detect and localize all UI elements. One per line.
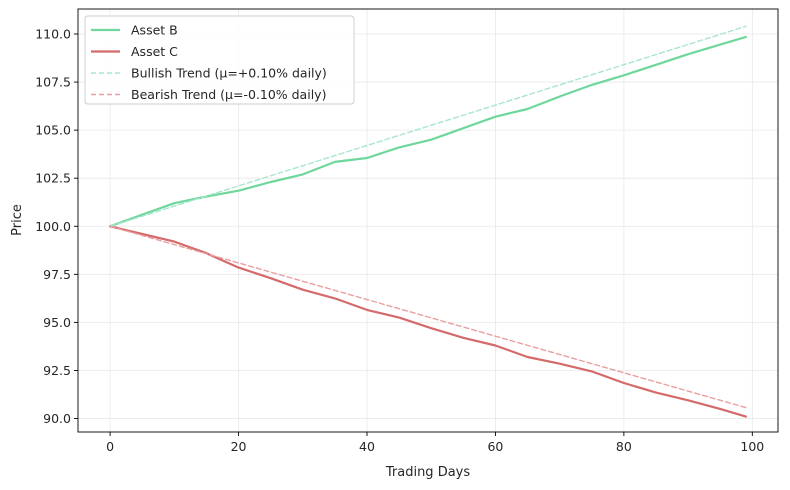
y-tick-label: 95.0: [43, 315, 71, 330]
plot-frame: [77, 8, 779, 433]
legend: Asset B Asset C Bullish Trend (μ=+0.10% da…: [84, 15, 355, 105]
y-tick-label: 97.5: [43, 267, 71, 282]
x-tick-label: 80: [616, 439, 632, 454]
series-lines: [108, 25, 748, 418]
series-line-3: [109, 225, 747, 409]
y-tick-label: 110.0: [35, 26, 71, 41]
x-tick-label: 40: [359, 439, 375, 454]
y-tick-label: 107.5: [35, 75, 71, 90]
x-axis-label: Trading Days: [385, 465, 470, 480]
y-tick-label: 105.0: [35, 123, 71, 138]
grid: [78, 9, 778, 432]
y-tick-label: 90.0: [43, 411, 71, 426]
series-line-1: [108, 225, 748, 418]
legend-label-2: Bullish Trend (μ=+0.10% daily): [131, 66, 327, 81]
legend-label-0: Asset B: [131, 23, 178, 38]
x-axis: 0 20 40 60 80 100: [106, 432, 764, 454]
series-line-2: [109, 25, 747, 228]
legend-box: [84, 15, 355, 105]
legend-label-1: Asset C: [131, 44, 178, 59]
x-tick-label: 60: [487, 439, 503, 454]
y-tick-label: 102.5: [35, 171, 71, 186]
x-tick-label: 0: [106, 439, 114, 454]
x-tick-label: 100: [740, 439, 764, 454]
y-axis: 90.0 92.5 95.0 97.5 100.0 102.5 105.0 107.5 110.…: [35, 26, 78, 426]
y-axis-label: Price: [10, 204, 25, 236]
series-line-0: [108, 35, 748, 228]
y-tick-label: 100.0: [35, 219, 71, 234]
legend-label-3: Bearish Trend (μ=-0.10% daily): [131, 87, 326, 102]
y-tick-label: 92.5: [43, 363, 71, 378]
x-tick-label: 20: [231, 439, 247, 454]
